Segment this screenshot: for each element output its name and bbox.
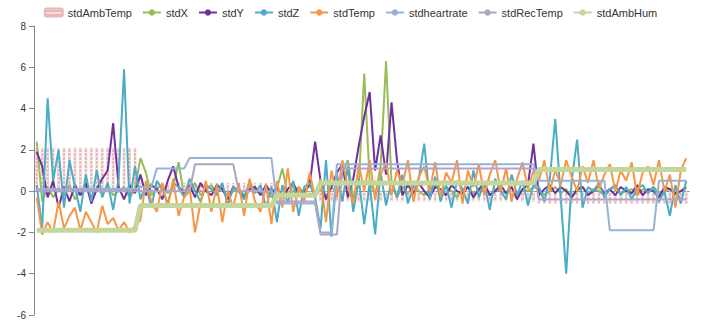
svg-text:2: 2 xyxy=(20,144,26,155)
svg-text:stdY: stdY xyxy=(222,7,245,19)
svg-text:stdZ: stdZ xyxy=(278,7,300,19)
svg-text:-4: -4 xyxy=(17,268,26,279)
svg-text:4: 4 xyxy=(20,103,26,114)
svg-text:stdAmbTemp: stdAmbTemp xyxy=(68,7,132,19)
svg-text:6: 6 xyxy=(20,62,26,73)
svg-text:-6: -6 xyxy=(17,310,26,321)
svg-text:stdTemp: stdTemp xyxy=(333,7,375,19)
svg-text:8: 8 xyxy=(20,21,26,32)
svg-text:stdX: stdX xyxy=(166,7,189,19)
svg-text:stdAmbHum: stdAmbHum xyxy=(597,7,658,19)
svg-text:0: 0 xyxy=(20,186,26,197)
svg-text:-2: -2 xyxy=(17,227,26,238)
svg-text:stdheartrate: stdheartrate xyxy=(409,7,468,19)
svg-text:stdRecTemp: stdRecTemp xyxy=(502,7,563,19)
